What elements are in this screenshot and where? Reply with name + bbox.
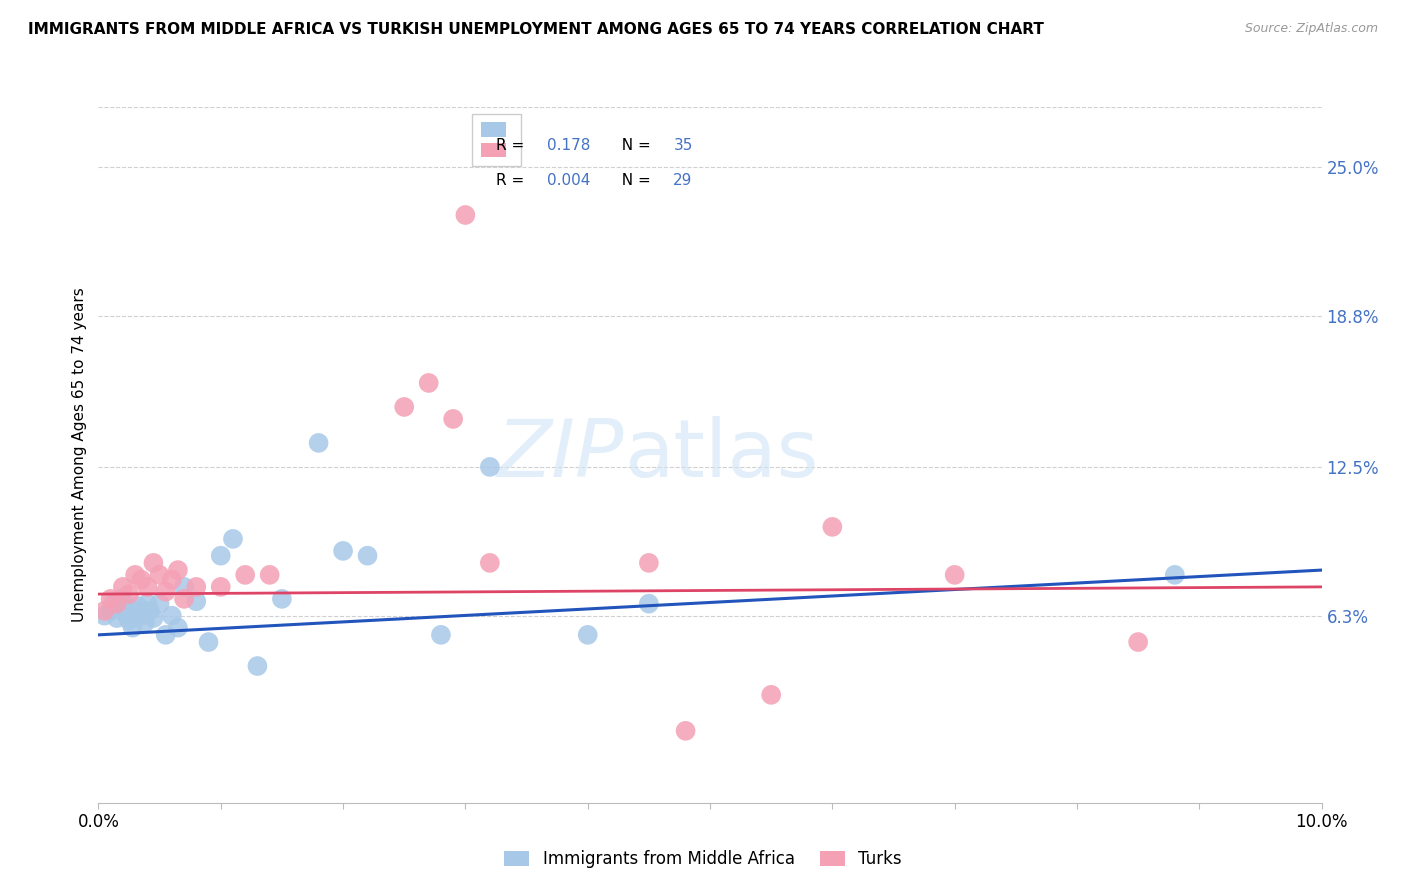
Point <box>105 611 128 625</box>
Point <box>186 594 208 608</box>
Point <box>93 604 115 618</box>
Text: ZIP: ZIP <box>498 416 624 494</box>
Point <box>160 608 183 623</box>
Text: N =: N = <box>612 137 655 153</box>
Point <box>167 621 190 635</box>
Point <box>111 580 134 594</box>
Y-axis label: Unemployment Among Ages 65 to 74 years: Unemployment Among Ages 65 to 74 years <box>72 287 87 623</box>
Point <box>124 567 146 582</box>
Point <box>332 544 354 558</box>
Point <box>246 659 269 673</box>
Point <box>93 608 115 623</box>
Point <box>418 376 440 390</box>
Point <box>478 556 501 570</box>
Text: atlas: atlas <box>624 416 818 494</box>
Point <box>209 549 232 563</box>
Point <box>675 723 697 738</box>
Point <box>124 604 146 618</box>
Point <box>111 594 134 608</box>
Point <box>259 567 281 582</box>
Point <box>356 549 378 563</box>
Point <box>136 597 159 611</box>
Point <box>142 556 165 570</box>
Point <box>454 208 477 222</box>
Point <box>160 573 183 587</box>
Point <box>155 584 177 599</box>
Point <box>430 628 453 642</box>
Point <box>197 635 219 649</box>
Point <box>1128 635 1150 649</box>
Point <box>308 436 330 450</box>
Point <box>129 608 152 623</box>
Point <box>100 604 122 618</box>
Point <box>186 580 208 594</box>
Point <box>478 459 501 474</box>
Point <box>167 563 190 577</box>
Text: R =: R = <box>496 172 529 187</box>
Point <box>173 580 195 594</box>
Point <box>149 597 172 611</box>
Text: 0.178: 0.178 <box>547 137 591 153</box>
Text: 29: 29 <box>673 172 693 187</box>
Point <box>821 520 844 534</box>
Point <box>173 591 195 606</box>
Text: 0.004: 0.004 <box>547 172 591 187</box>
Text: Source: ZipAtlas.com: Source: ZipAtlas.com <box>1244 22 1378 36</box>
Point <box>222 532 245 546</box>
Point <box>209 580 232 594</box>
Point <box>129 573 152 587</box>
Legend: Immigrants from Middle Africa, Turks: Immigrants from Middle Africa, Turks <box>498 844 908 875</box>
Point <box>155 628 177 642</box>
Text: R =: R = <box>496 137 529 153</box>
Text: IMMIGRANTS FROM MIDDLE AFRICA VS TURKISH UNEMPLOYMENT AMONG AGES 65 TO 74 YEARS : IMMIGRANTS FROM MIDDLE AFRICA VS TURKISH… <box>28 22 1045 37</box>
Point <box>638 597 661 611</box>
Point <box>638 556 661 570</box>
Point <box>441 412 464 426</box>
Point <box>943 567 966 582</box>
Point <box>761 688 783 702</box>
Point <box>142 611 165 625</box>
Point <box>392 400 416 414</box>
Point <box>121 621 143 635</box>
Point <box>101 597 124 611</box>
Point <box>110 591 132 606</box>
Point <box>118 614 141 628</box>
Point <box>114 607 136 621</box>
Point <box>233 567 256 582</box>
Point <box>100 591 122 606</box>
Point <box>270 591 294 606</box>
Text: 35: 35 <box>673 137 693 153</box>
Point <box>118 587 141 601</box>
Point <box>149 567 172 582</box>
Point <box>1164 567 1187 582</box>
Point <box>139 604 162 618</box>
Point <box>136 580 159 594</box>
Point <box>576 628 599 642</box>
Text: N =: N = <box>612 172 655 187</box>
Legend: , : , <box>472 114 522 166</box>
Point <box>134 615 156 630</box>
Point <box>105 597 128 611</box>
Point <box>127 599 149 613</box>
